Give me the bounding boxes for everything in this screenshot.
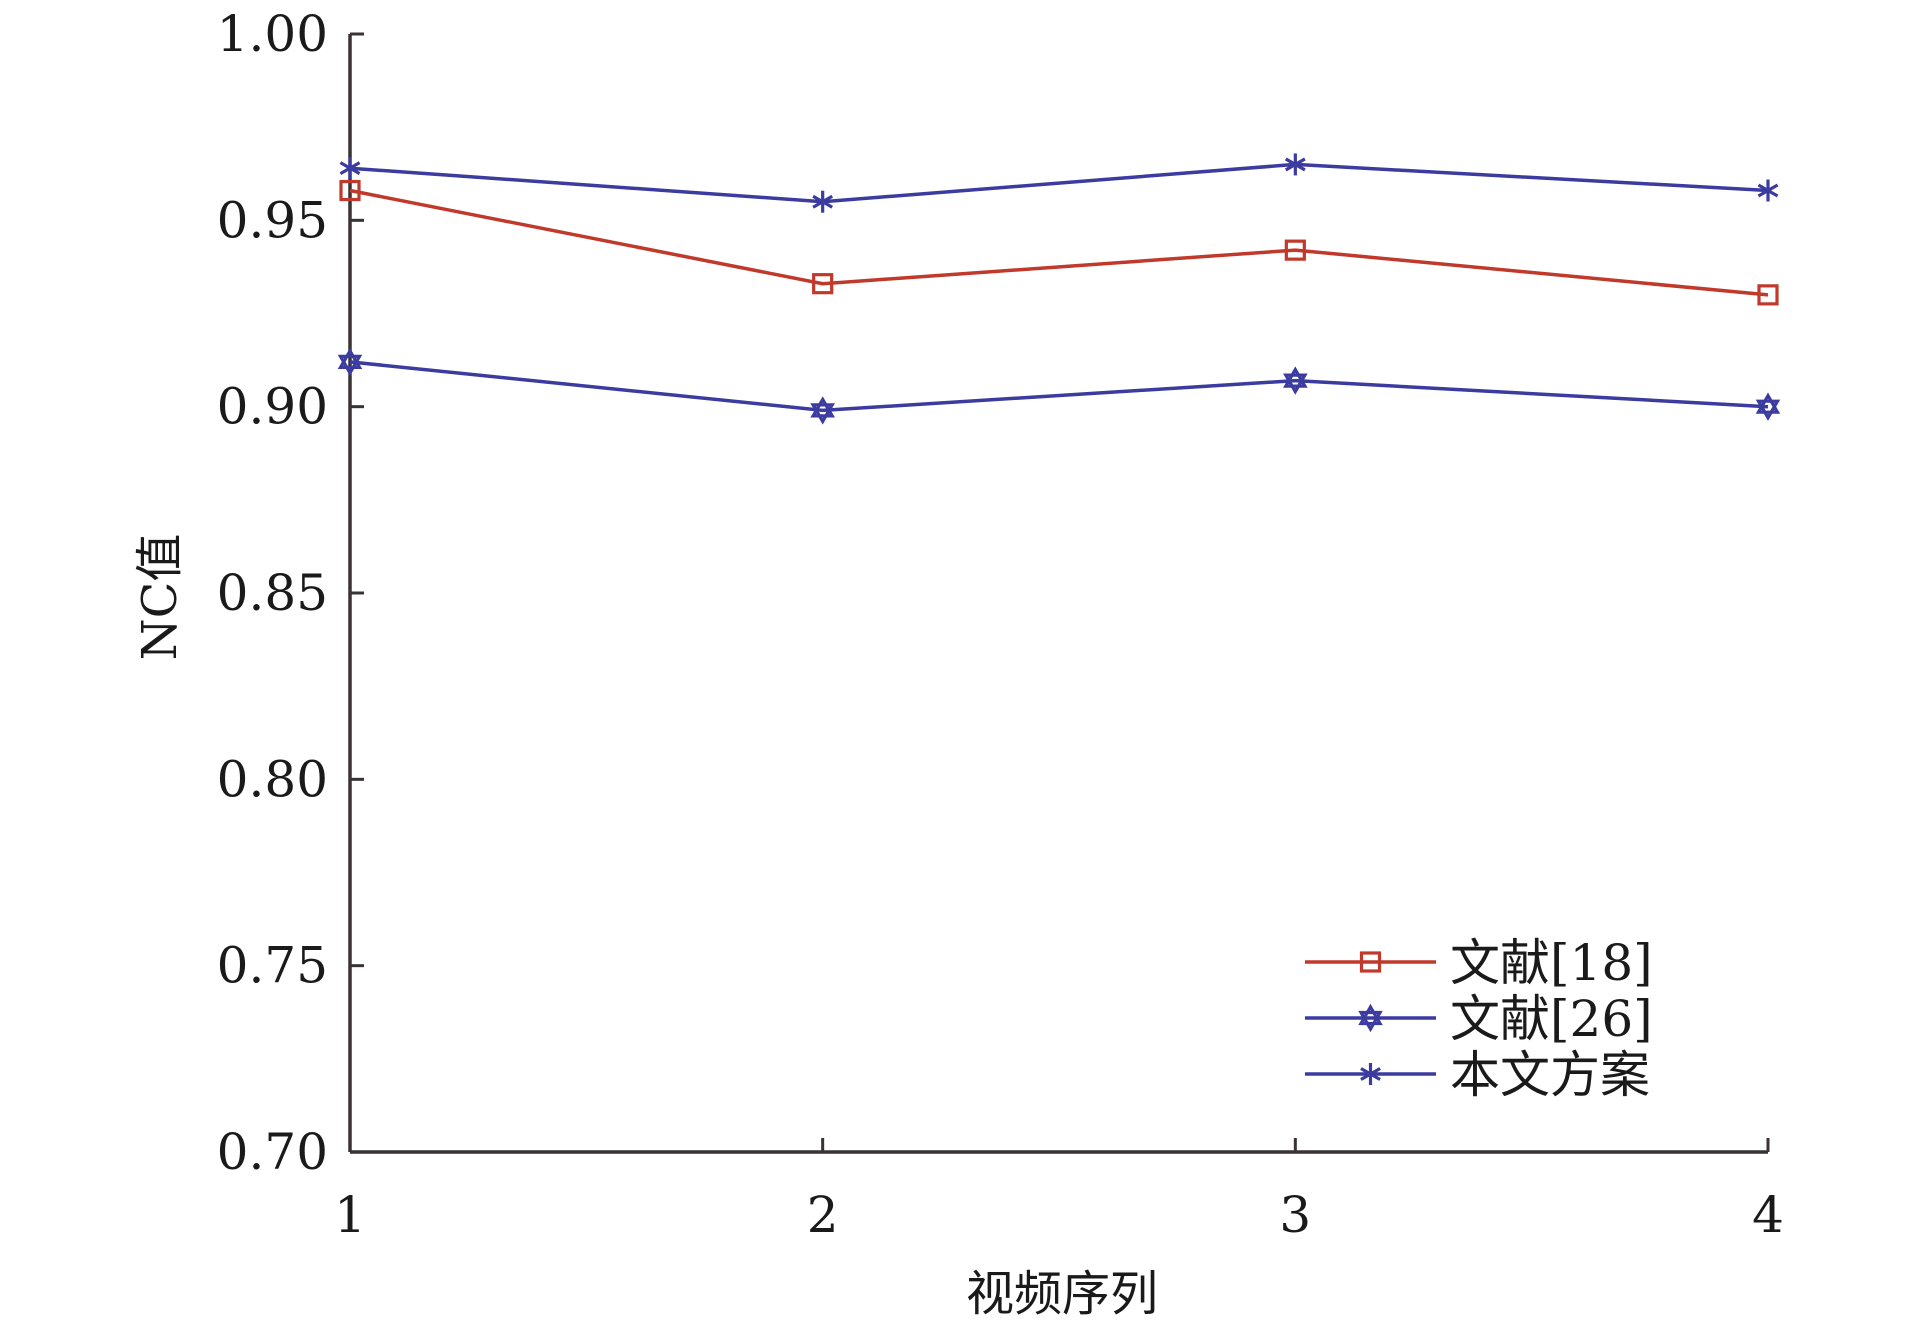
legend-label: 文献[26] [1450, 990, 1653, 1048]
series-line [349, 188, 1769, 297]
y-tick-label: 1.00 [217, 5, 328, 63]
x-tick-label: 2 [807, 1186, 839, 1244]
x-tick-label: 1 [334, 1186, 366, 1244]
y-tick-label: 0.80 [217, 750, 328, 808]
series-1 [339, 179, 1779, 306]
hexagram-triangle-down [1358, 1010, 1383, 1033]
y-tick-label: 0.70 [217, 1123, 328, 1181]
data-point [1284, 153, 1306, 176]
series-2 [337, 347, 1781, 425]
data-point [1757, 179, 1779, 202]
y-axis-label: NC值 [132, 534, 188, 661]
y-tick-label: 0.90 [217, 378, 328, 436]
asterisk-stroke [1284, 157, 1306, 172]
y-tick-label: 0.85 [217, 564, 328, 622]
data-point [1283, 366, 1308, 395]
data-point [339, 179, 361, 202]
x-tick-label: 4 [1752, 1186, 1784, 1244]
hexagram-triangle-up [1283, 366, 1308, 388]
asterisk-stroke [1360, 1067, 1381, 1081]
series-3 [339, 153, 1779, 213]
hexagram-triangle-down [810, 403, 835, 425]
hexagram-triangle-up [337, 347, 363, 369]
legend-item: 文献[18] [1305, 934, 1653, 992]
x-tick-label: 3 [1279, 1186, 1311, 1244]
x-axis-label: 视频序列 [966, 1266, 1158, 1322]
asterisk-stroke [339, 161, 361, 176]
y-tick-label: 0.95 [217, 191, 328, 249]
legend-label: 本文方案 [1450, 1046, 1650, 1104]
series-line [349, 162, 1769, 204]
legend: 文献[18]文献[26]本文方案 [1305, 934, 1653, 1104]
legend-label: 文献[18] [1450, 934, 1653, 992]
hexagram-triangle-down [1283, 373, 1308, 395]
series-layer [337, 153, 1781, 425]
data-point [810, 396, 835, 425]
hexagram-triangle-down [1755, 399, 1781, 421]
legend-marker [1358, 1003, 1383, 1033]
legend-marker [1359, 951, 1382, 973]
hexagram-triangle-up [810, 396, 835, 418]
y-tick-label: 0.75 [217, 937, 328, 995]
series-line [349, 360, 1769, 413]
axes: 0.70 0.75 0.80 0.85 0.90 0.95 1.00 1 2 3 4 [217, 5, 1784, 1244]
hexagram-triangle-down [337, 354, 363, 377]
hexagram-triangle-up [1358, 1003, 1383, 1026]
asterisk-stroke [1757, 183, 1779, 198]
hexagram-triangle-up [1755, 392, 1781, 414]
data-point [339, 157, 361, 180]
legend-item: 文献[26] [1305, 990, 1653, 1048]
legend-item: 本文方案 [1305, 1046, 1650, 1104]
legend-marker [1360, 1063, 1381, 1085]
data-point [1284, 239, 1306, 261]
data-point [1757, 284, 1779, 306]
data-point [1755, 392, 1781, 421]
data-point [812, 190, 834, 213]
data-point [337, 347, 363, 377]
asterisk-stroke [812, 194, 834, 209]
data-point [812, 273, 834, 295]
